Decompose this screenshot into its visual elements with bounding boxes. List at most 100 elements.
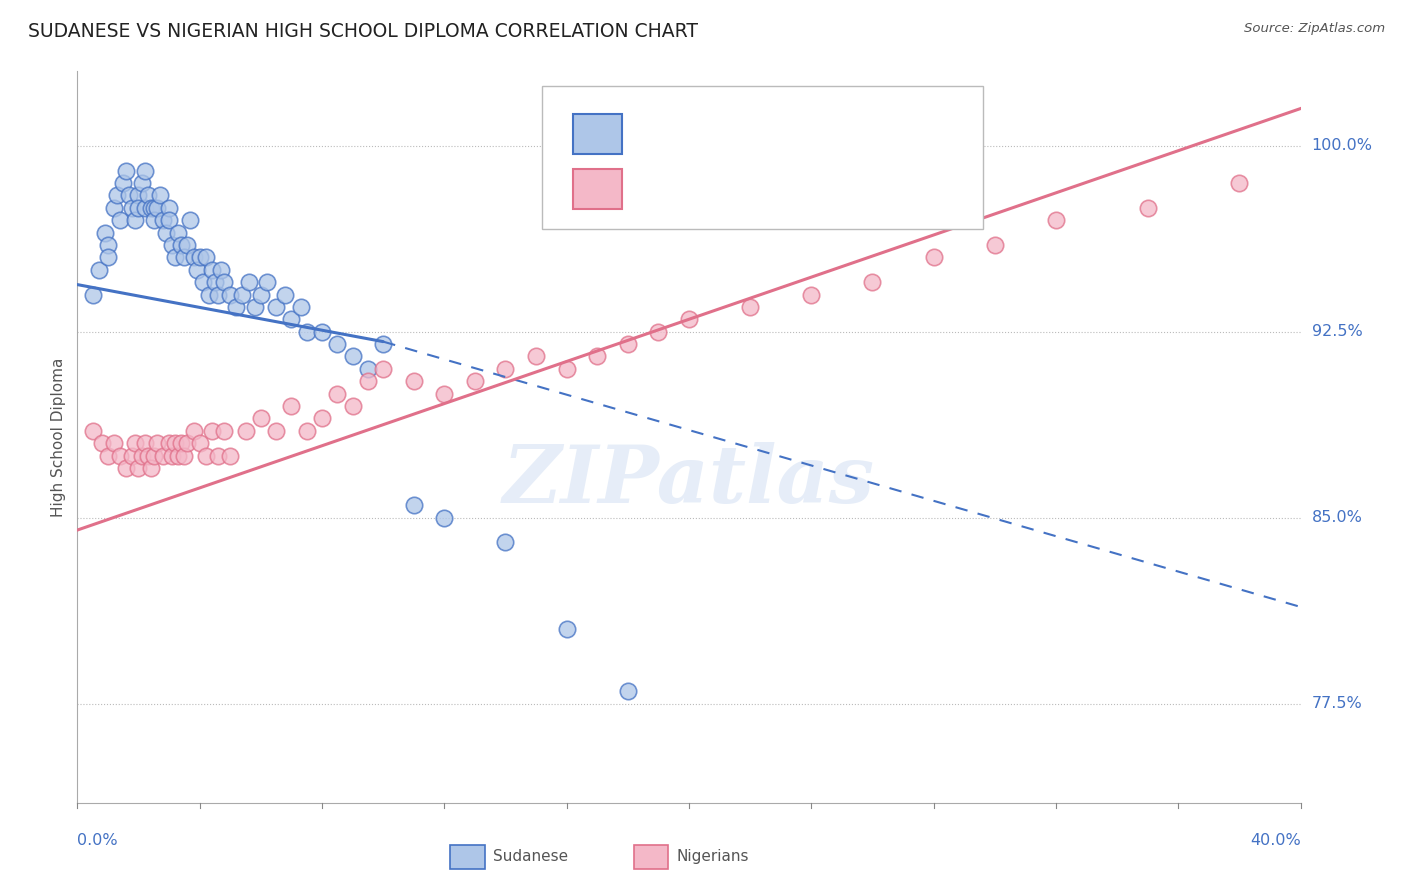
Point [165,250,187,264]
Point [127,201,149,215]
Text: SUDANESE VS NIGERIAN HIGH SCHOOL DIPLOMA CORRELATION CHART: SUDANESE VS NIGERIAN HIGH SCHOOL DIPLOMA… [28,22,699,41]
Point [235,424,257,438]
Point [160,238,183,252]
Point [586,350,609,364]
Point [134,163,156,178]
Point [524,350,547,364]
FancyBboxPatch shape [572,169,621,209]
Point [134,436,156,450]
Point [112,176,135,190]
Point [121,449,143,463]
Point [97,238,120,252]
Point [139,461,162,475]
Point [555,622,578,636]
Point [207,449,229,463]
Point [118,188,141,202]
Point [250,411,273,425]
Point [402,374,425,388]
Point [124,436,146,450]
Point [326,386,349,401]
Point [295,325,318,339]
Point [357,374,380,388]
Point [142,213,165,227]
Point [170,436,193,450]
Point [179,213,201,227]
Point [188,436,211,450]
Point [82,287,104,301]
Point [170,238,193,252]
Text: 0.0%: 0.0% [77,833,118,848]
Point [142,449,165,463]
Point [225,300,247,314]
Point [1229,176,1251,190]
Point [357,362,380,376]
Point [433,386,456,401]
Text: N = 68: N = 68 [806,125,863,143]
Point [290,300,312,314]
Point [167,226,190,240]
Point [87,262,110,277]
Point [191,275,214,289]
Point [740,300,762,314]
Point [136,188,159,202]
Text: 40.0%: 40.0% [1250,833,1301,848]
Point [131,449,153,463]
Point [183,424,205,438]
Point [108,213,131,227]
FancyBboxPatch shape [543,86,983,228]
Point [922,250,945,264]
Point [198,287,221,301]
Point [1136,201,1159,215]
Text: N = 58: N = 58 [806,179,863,197]
Point [90,436,112,450]
Point [201,262,224,277]
Text: Sudanese: Sudanese [494,849,568,864]
Point [152,213,174,227]
Point [204,275,226,289]
Point [495,362,517,376]
Point [105,188,128,202]
Point [167,449,190,463]
Point [194,449,217,463]
Point [82,424,104,438]
Point [134,201,156,215]
Point [183,250,205,264]
Point [94,226,117,240]
Point [1045,213,1067,227]
Point [165,436,187,450]
Point [209,262,232,277]
Point [139,201,162,215]
Point [274,287,297,301]
Point [250,287,273,301]
Point [201,424,224,438]
Point [131,176,153,190]
Point [342,399,364,413]
Point [194,250,217,264]
Point [219,287,242,301]
Point [149,188,172,202]
Point [280,312,302,326]
Point [280,399,302,413]
Point [97,449,120,463]
Point [555,362,578,376]
Point [155,226,177,240]
Point [243,300,266,314]
Point [212,424,235,438]
Point [231,287,253,301]
Point [984,238,1007,252]
FancyBboxPatch shape [450,846,485,869]
Point [495,535,517,549]
Point [617,684,640,698]
Point [256,275,278,289]
Point [295,424,318,438]
Point [219,449,242,463]
Point [402,498,425,512]
Point [311,411,333,425]
Text: Nigerians: Nigerians [676,849,749,864]
Point [173,250,195,264]
Point [678,312,700,326]
Point [311,325,333,339]
Point [371,362,394,376]
FancyBboxPatch shape [572,114,621,154]
Point [186,262,208,277]
